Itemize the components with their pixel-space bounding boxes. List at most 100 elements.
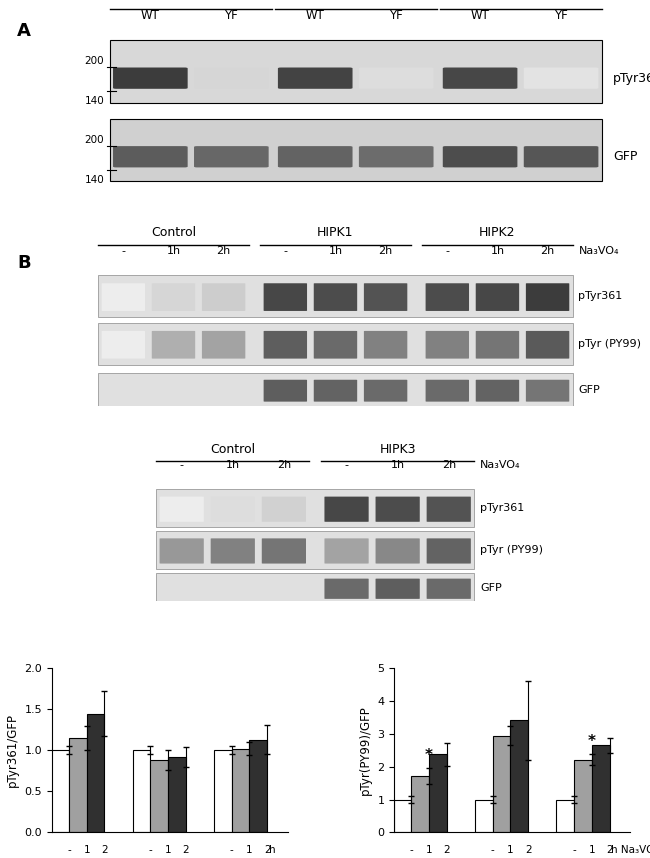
Bar xyxy=(231,749,250,832)
Bar xyxy=(86,714,105,832)
Text: GFP: GFP xyxy=(613,150,638,163)
FancyBboxPatch shape xyxy=(314,380,358,402)
FancyBboxPatch shape xyxy=(159,538,204,564)
FancyBboxPatch shape xyxy=(110,40,601,103)
FancyBboxPatch shape xyxy=(526,380,569,402)
FancyBboxPatch shape xyxy=(359,146,434,167)
FancyBboxPatch shape xyxy=(324,578,369,599)
FancyBboxPatch shape xyxy=(324,538,369,564)
Text: 1: 1 xyxy=(588,845,595,855)
Text: -: - xyxy=(572,845,576,855)
Text: 2: 2 xyxy=(443,845,450,855)
FancyBboxPatch shape xyxy=(476,283,519,311)
Text: Na₃VO₄: Na₃VO₄ xyxy=(578,246,619,256)
FancyBboxPatch shape xyxy=(426,578,471,599)
FancyBboxPatch shape xyxy=(476,380,519,402)
Text: 2h: 2h xyxy=(277,460,291,470)
Text: pTyr361: pTyr361 xyxy=(613,72,650,85)
FancyBboxPatch shape xyxy=(156,531,474,569)
FancyBboxPatch shape xyxy=(211,497,255,522)
Text: pTyr361: pTyr361 xyxy=(480,504,525,513)
FancyBboxPatch shape xyxy=(524,68,599,88)
FancyBboxPatch shape xyxy=(376,538,420,564)
FancyBboxPatch shape xyxy=(113,146,188,167)
FancyBboxPatch shape xyxy=(426,331,469,359)
Text: WT: WT xyxy=(141,9,160,22)
FancyBboxPatch shape xyxy=(376,497,420,522)
Bar xyxy=(493,735,510,832)
Text: A: A xyxy=(18,22,31,40)
FancyBboxPatch shape xyxy=(476,331,519,359)
FancyBboxPatch shape xyxy=(113,68,188,88)
Text: B: B xyxy=(18,254,31,272)
FancyBboxPatch shape xyxy=(101,283,145,311)
Text: HIPK2: HIPK2 xyxy=(337,0,374,3)
Text: YF: YF xyxy=(389,9,403,22)
Bar xyxy=(150,760,168,832)
Bar xyxy=(168,757,186,832)
Text: 1h: 1h xyxy=(490,246,504,256)
Text: HIPK3: HIPK3 xyxy=(380,444,416,456)
Text: -: - xyxy=(179,460,184,470)
Bar xyxy=(250,740,267,832)
FancyBboxPatch shape xyxy=(426,283,469,311)
Text: 1h: 1h xyxy=(166,246,181,256)
FancyBboxPatch shape xyxy=(101,331,145,359)
Text: GFP: GFP xyxy=(578,385,600,395)
FancyBboxPatch shape xyxy=(526,283,569,311)
Bar xyxy=(133,751,150,832)
Text: HIPK3: HIPK3 xyxy=(502,0,539,3)
FancyBboxPatch shape xyxy=(314,283,358,311)
Bar xyxy=(69,738,86,832)
FancyBboxPatch shape xyxy=(194,146,268,167)
Text: 1: 1 xyxy=(507,845,514,855)
FancyBboxPatch shape xyxy=(364,283,408,311)
Text: 2: 2 xyxy=(525,845,532,855)
Text: -: - xyxy=(445,246,449,256)
FancyBboxPatch shape xyxy=(376,578,420,599)
Bar xyxy=(411,776,429,832)
Text: Control: Control xyxy=(210,444,255,456)
FancyBboxPatch shape xyxy=(324,497,369,522)
FancyBboxPatch shape xyxy=(202,283,245,311)
Bar xyxy=(510,720,528,832)
Text: HIPK1: HIPK1 xyxy=(317,227,354,239)
Text: 1: 1 xyxy=(83,845,90,855)
FancyBboxPatch shape xyxy=(426,380,469,402)
Text: pTyr (PY99): pTyr (PY99) xyxy=(480,545,543,555)
FancyBboxPatch shape xyxy=(151,331,195,359)
FancyBboxPatch shape xyxy=(278,146,352,167)
FancyBboxPatch shape xyxy=(526,331,569,359)
Text: -: - xyxy=(148,845,152,855)
Bar xyxy=(393,800,411,832)
Text: pTyr361: pTyr361 xyxy=(578,291,623,301)
Text: 1h: 1h xyxy=(226,460,240,470)
FancyBboxPatch shape xyxy=(98,373,573,406)
Y-axis label: pTyr(PY99)/GFP: pTyr(PY99)/GFP xyxy=(359,705,372,795)
FancyBboxPatch shape xyxy=(278,68,352,88)
FancyBboxPatch shape xyxy=(159,497,204,522)
FancyBboxPatch shape xyxy=(426,497,471,522)
Bar xyxy=(429,754,447,832)
FancyBboxPatch shape xyxy=(314,331,358,359)
Text: 2h: 2h xyxy=(540,246,554,256)
FancyBboxPatch shape xyxy=(364,380,408,402)
Text: 2h: 2h xyxy=(216,246,231,256)
FancyBboxPatch shape xyxy=(262,538,306,564)
FancyBboxPatch shape xyxy=(151,283,195,311)
Text: YF: YF xyxy=(224,9,238,22)
Text: 2: 2 xyxy=(264,845,270,855)
Bar xyxy=(592,746,610,832)
Text: GFP: GFP xyxy=(480,583,502,593)
FancyBboxPatch shape xyxy=(98,323,573,365)
Text: HIPK2: HIPK2 xyxy=(479,227,515,239)
FancyBboxPatch shape xyxy=(98,275,573,317)
Bar xyxy=(556,800,574,832)
FancyBboxPatch shape xyxy=(194,68,268,88)
Text: 2: 2 xyxy=(183,845,189,855)
FancyBboxPatch shape xyxy=(524,146,599,167)
FancyBboxPatch shape xyxy=(443,68,517,88)
FancyBboxPatch shape xyxy=(264,283,307,311)
Text: WT: WT xyxy=(306,9,324,22)
Text: 2: 2 xyxy=(606,845,613,855)
